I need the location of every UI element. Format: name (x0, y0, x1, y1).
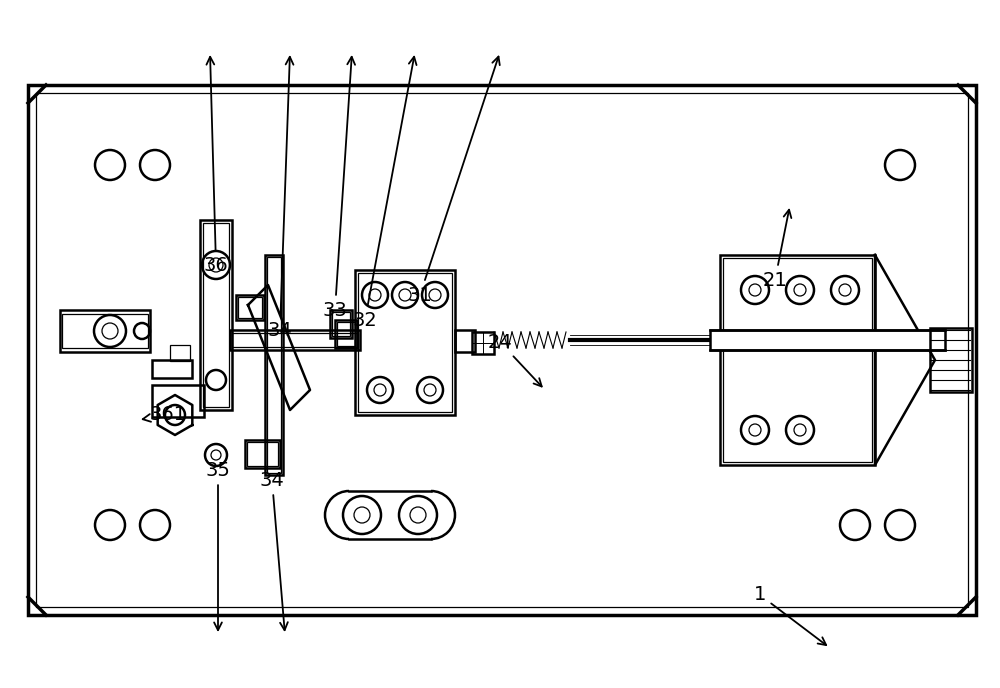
Bar (238, 297, 262, 318)
Bar (358, 273, 452, 412)
Text: 35: 35 (206, 460, 230, 630)
Bar (930, 328, 972, 392)
Bar (152, 385, 204, 417)
Bar (232, 333, 358, 347)
Bar (710, 330, 945, 350)
Bar (455, 330, 475, 352)
Bar (267, 257, 281, 473)
Bar (472, 332, 494, 354)
Text: 34: 34 (268, 57, 293, 339)
Bar (330, 310, 352, 338)
Text: 24: 24 (488, 332, 542, 387)
Bar (236, 295, 264, 320)
Bar (265, 255, 283, 475)
Polygon shape (875, 255, 935, 465)
Bar (247, 442, 278, 466)
Text: 1: 1 (754, 585, 826, 645)
Text: 361: 361 (143, 405, 187, 424)
Bar (170, 345, 190, 361)
Bar (335, 320, 357, 348)
Bar (60, 310, 150, 352)
Bar (355, 270, 455, 415)
Bar (332, 312, 350, 336)
Text: 31: 31 (408, 56, 500, 305)
Bar (152, 360, 192, 378)
Bar (62, 314, 148, 348)
Bar (720, 255, 875, 465)
Bar (230, 330, 360, 350)
Bar (36, 93, 968, 607)
Polygon shape (248, 285, 310, 410)
Text: 21: 21 (763, 210, 791, 290)
Bar (28, 85, 976, 615)
Bar (723, 258, 872, 462)
Bar (730, 334, 745, 346)
Bar (200, 220, 232, 410)
Text: 32: 32 (353, 56, 417, 330)
Text: 34: 34 (260, 471, 288, 630)
Bar (203, 223, 229, 407)
Text: 36: 36 (204, 57, 228, 275)
Bar (337, 322, 355, 346)
Bar (245, 440, 280, 468)
Text: 33: 33 (323, 57, 355, 319)
